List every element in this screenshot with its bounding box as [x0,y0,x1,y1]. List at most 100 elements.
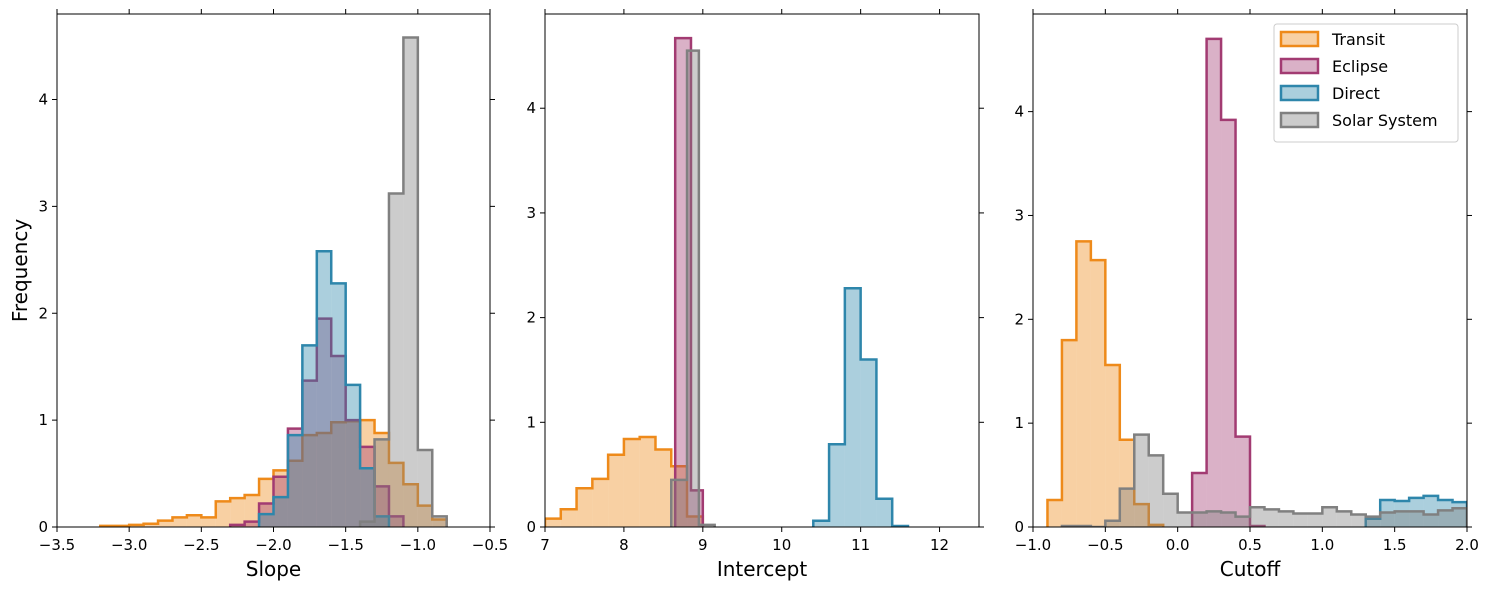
histogram-bar [1192,512,1207,527]
histogram-bar [1250,507,1265,527]
y-tick-label: 0 [38,518,48,536]
histogram-bar [172,517,187,527]
histogram-outline [545,435,705,527]
histogram-bar [331,283,346,527]
legend-swatch [1279,111,1320,129]
histogram-bar [1423,514,1439,527]
histogram-bar [1090,260,1106,527]
y-tick-label: 3 [1014,206,1024,224]
histogram-bar [360,446,375,527]
y-tick-label: 1 [526,413,536,431]
histogram-bar [1148,455,1164,527]
legend-swatch [1279,30,1320,48]
histogram-bar [1119,488,1135,527]
legend-frame [1273,23,1459,143]
histogram-bar [316,251,332,527]
x-tick-label: 12 [930,536,949,554]
histogram-bar [273,497,288,527]
histogram-bar [345,384,361,527]
x-tick-label: 2.0 [1455,536,1479,554]
histogram-bar [316,432,332,527]
x-tick-label: −3.0 [111,536,147,554]
x-tick-label: 7 [540,536,550,554]
y-tick-label: 3 [38,197,48,215]
histogram-outline [1060,433,1467,527]
histogram-outline [1364,494,1467,527]
x-tick-label: −0.5 [472,536,508,554]
plot-area [1046,37,1467,527]
legend-label: Direct [1332,84,1380,103]
histogram-bar [1438,500,1453,527]
y-tick-label: 2 [526,309,536,327]
histogram-bar [388,516,404,527]
histogram-bar [671,479,688,527]
histogram-bar [1307,513,1323,527]
y-tick-label: 4 [1014,103,1024,121]
histogram-bar [623,439,640,527]
histogram-bar [829,444,845,527]
histogram-bar [331,422,346,527]
histogram-bar [403,484,418,527]
histogram-bar [1438,510,1453,527]
histogram-bar [1206,511,1222,527]
histogram-bar [1322,507,1337,527]
histogram-bar [1105,365,1120,527]
histogram-bar [374,516,389,527]
histogram-bar [316,318,332,527]
histogram-outline [1190,37,1266,527]
x-tick-label: 0.5 [1238,536,1262,554]
histogram-bar [1206,38,1222,527]
histogram-bar [639,436,656,527]
histogram-bar [345,421,361,527]
x-tick-label: 0.0 [1166,536,1190,554]
plot-area [545,36,910,527]
histogram-bar [687,50,699,527]
histogram-bar [388,193,404,527]
x-tick-label: −2.5 [183,536,219,554]
histogram-bar [1351,514,1366,527]
histogram-bar [287,435,303,527]
x-tick-label: 1.5 [1383,536,1407,554]
histogram-bar [273,476,288,527]
x-tick-label: −1.5 [327,536,363,554]
y-tick-label: 1 [38,411,48,429]
histogram-bar [1394,511,1410,527]
histogram-bar [1452,508,1467,527]
legend-swatch [1279,84,1320,102]
histogram-bar [1177,512,1193,527]
histogram-outline [670,49,716,527]
histogram-bar [608,454,624,527]
y-tick-label: 2 [1014,310,1024,328]
histogram-bar [545,518,561,527]
histogram-outline [99,418,448,527]
histogram-outline [673,36,705,527]
histogram-bar [287,428,303,527]
histogram-bar [1235,516,1250,527]
histogram-bar [215,501,231,527]
y-tick-label: 1 [1014,414,1024,432]
histogram-bar [331,356,346,527]
x-tick-label: −1.0 [400,536,436,554]
x-tick-label: 8 [619,536,629,554]
histogram-bar [876,498,893,527]
histogram-bar [158,520,173,527]
x-axis-label: Cutoff [1220,557,1282,581]
histogram-bar [302,345,317,527]
histogram-bar [687,516,703,527]
x-tick-label: −1.0 [1015,536,1051,554]
histogram-bar [143,523,159,527]
histogram-bar [1365,518,1381,527]
x-axis-label: Intercept [717,557,808,581]
histogram-bar [1105,520,1120,527]
histogram-bar [1076,241,1091,527]
histogram-bar [1264,509,1279,527]
histogram-bar [1365,516,1381,527]
histogram-bar [1047,500,1062,527]
histogram-outline [1046,240,1165,527]
x-tick-label: −2.0 [255,536,291,554]
histogram-bar [388,462,404,527]
histogram-bar [1134,504,1149,527]
histogram-bar [1163,493,1178,527]
y-axis-label: Frequency [8,219,32,322]
